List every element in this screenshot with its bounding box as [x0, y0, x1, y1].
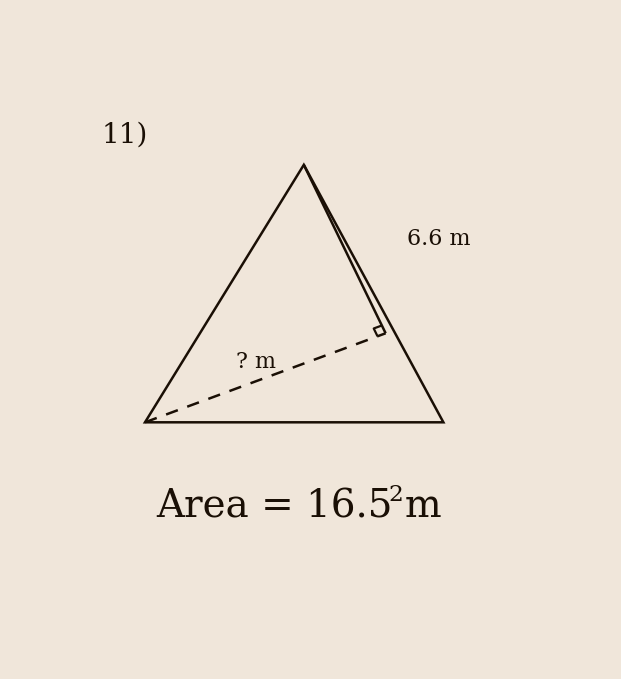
Text: 6.6 m: 6.6 m	[407, 228, 471, 251]
Text: 2: 2	[388, 484, 403, 507]
Text: 11): 11)	[102, 122, 148, 149]
Text: ? m: ? m	[237, 351, 276, 373]
Text: Area = 16.5 m: Area = 16.5 m	[156, 488, 442, 525]
